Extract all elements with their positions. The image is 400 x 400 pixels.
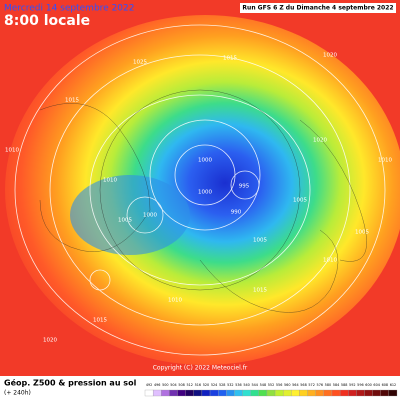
- scale-swatch: [258, 389, 268, 397]
- isobar-label: 1015: [65, 98, 79, 104]
- valid-date: Mercredi 14 septembre 2022: [4, 4, 134, 14]
- scale-label: 556: [276, 383, 282, 387]
- isobar-label: 1010: [323, 258, 337, 264]
- isobar-label: 1005: [118, 218, 132, 224]
- isobar-label: 1000: [198, 158, 212, 164]
- scale-swatch: [226, 389, 235, 397]
- scale-swatch: [201, 389, 211, 397]
- isobar-label: 990: [231, 210, 242, 216]
- product-title: Géop. Z500 & pression au sol: [4, 378, 137, 388]
- scale-swatch: [266, 389, 276, 397]
- scale-label: 572: [308, 383, 314, 387]
- isobar-label: 1005: [253, 238, 267, 244]
- scale-swatch: [193, 389, 203, 397]
- scale-label: 508: [178, 383, 184, 387]
- scale-label: 588: [341, 383, 347, 387]
- scale-swatch: [372, 389, 381, 397]
- scale-swatch: [339, 389, 349, 397]
- scale-swatch: [364, 389, 373, 397]
- scale-label: 512: [186, 383, 192, 387]
- trough: [70, 175, 190, 255]
- forecast-range: (+ 240h): [4, 390, 31, 397]
- scale-swatch: [209, 389, 219, 397]
- scale-label: 504: [170, 383, 176, 387]
- scale-swatch: [380, 389, 390, 397]
- scale-swatch: [307, 389, 316, 397]
- isobar-label: 1010: [5, 148, 19, 154]
- isobar-label: 1010: [103, 178, 117, 184]
- scale-swatch: [250, 389, 259, 397]
- scale-label: 608: [382, 383, 388, 387]
- isobar-label: 1000: [143, 213, 157, 219]
- isobar-label: 1020: [313, 138, 327, 144]
- scale-swatch: [161, 389, 170, 397]
- scale-label: 584: [333, 383, 339, 387]
- scale-label: 536: [235, 383, 241, 387]
- isobar-label: 1025: [133, 60, 147, 66]
- scale-label: 540: [243, 383, 249, 387]
- scale-swatch: [323, 389, 333, 397]
- isobar-label: 1010: [168, 298, 182, 304]
- scale-swatch: [283, 389, 292, 397]
- scale-swatch: [274, 389, 284, 397]
- isobar-label: 1015: [223, 56, 237, 62]
- isobar-label: 1010: [378, 158, 392, 164]
- scale-label: 500: [162, 383, 168, 387]
- isobar-labels: 1025 1015 1010 1010 1005 1015 1020 1000 1000 995 9…: [5, 53, 392, 344]
- scale-label: 604: [373, 383, 379, 387]
- scale-swatch: [242, 389, 251, 397]
- scale-label: 492: [146, 383, 152, 387]
- scale-label: 520: [203, 383, 209, 387]
- scale-label: 516: [195, 383, 201, 387]
- scale-swatch: [348, 389, 357, 397]
- run-info: Run GFS 6 Z du Dimanche 4 septembre 2022: [242, 5, 393, 12]
- scale-label: 528: [219, 383, 225, 387]
- isobars: [14, 24, 386, 356]
- scale-label: 548: [260, 383, 266, 387]
- isobar-label: 1005: [293, 198, 307, 204]
- scale-swatch: [169, 389, 178, 397]
- copyright: Copyright (C) 2022 Meteociel.fr: [153, 365, 248, 372]
- scale-label: 544: [251, 383, 257, 387]
- scale-swatch: [299, 389, 308, 397]
- scale-swatch: [315, 389, 324, 397]
- scale-label: 524: [211, 383, 217, 387]
- scale-swatch: [234, 389, 243, 397]
- color-scale: 492 496 500 504 508 512 516 520 524 528 532 536 540 5…: [144, 383, 398, 397]
- scale-label: 560: [284, 383, 290, 387]
- scale-swatch: [152, 389, 162, 397]
- isobar-label: 1005: [355, 230, 369, 236]
- run-box: [240, 3, 396, 13]
- scale-label: 532: [227, 383, 233, 387]
- scale-label: 496: [154, 383, 160, 387]
- scale-swatch: [291, 389, 300, 397]
- valid-time: 8:00 locale: [4, 13, 90, 29]
- isobar-label: 1015: [253, 288, 267, 294]
- scale-label: 576: [317, 383, 323, 387]
- scale-swatch: [331, 389, 341, 397]
- isobar-label: 1000: [198, 190, 212, 196]
- scale-swatch: [356, 389, 365, 397]
- scale-swatch: [177, 389, 186, 397]
- isobar-label: 1015: [93, 318, 107, 324]
- scale-label: 600: [365, 383, 371, 387]
- scale-label: 568: [300, 383, 306, 387]
- isobar-label: 1020: [43, 338, 57, 344]
- coastlines: [39, 89, 367, 313]
- geopotential-field: [5, 15, 400, 365]
- isobar-label: 1020: [323, 53, 337, 59]
- scale-label: 564: [292, 383, 298, 387]
- isobar-label: 995: [239, 184, 250, 190]
- scale-swatch: [144, 389, 154, 397]
- scale-swatch: [218, 389, 227, 397]
- scale-label: 596: [357, 383, 363, 387]
- scale-swatch: [388, 389, 398, 397]
- scale-label: 612: [390, 383, 396, 387]
- scale-label: 592: [349, 383, 355, 387]
- scale-label: 580: [325, 383, 331, 387]
- scale-swatch: [185, 389, 194, 397]
- scale-label: 552: [268, 383, 274, 387]
